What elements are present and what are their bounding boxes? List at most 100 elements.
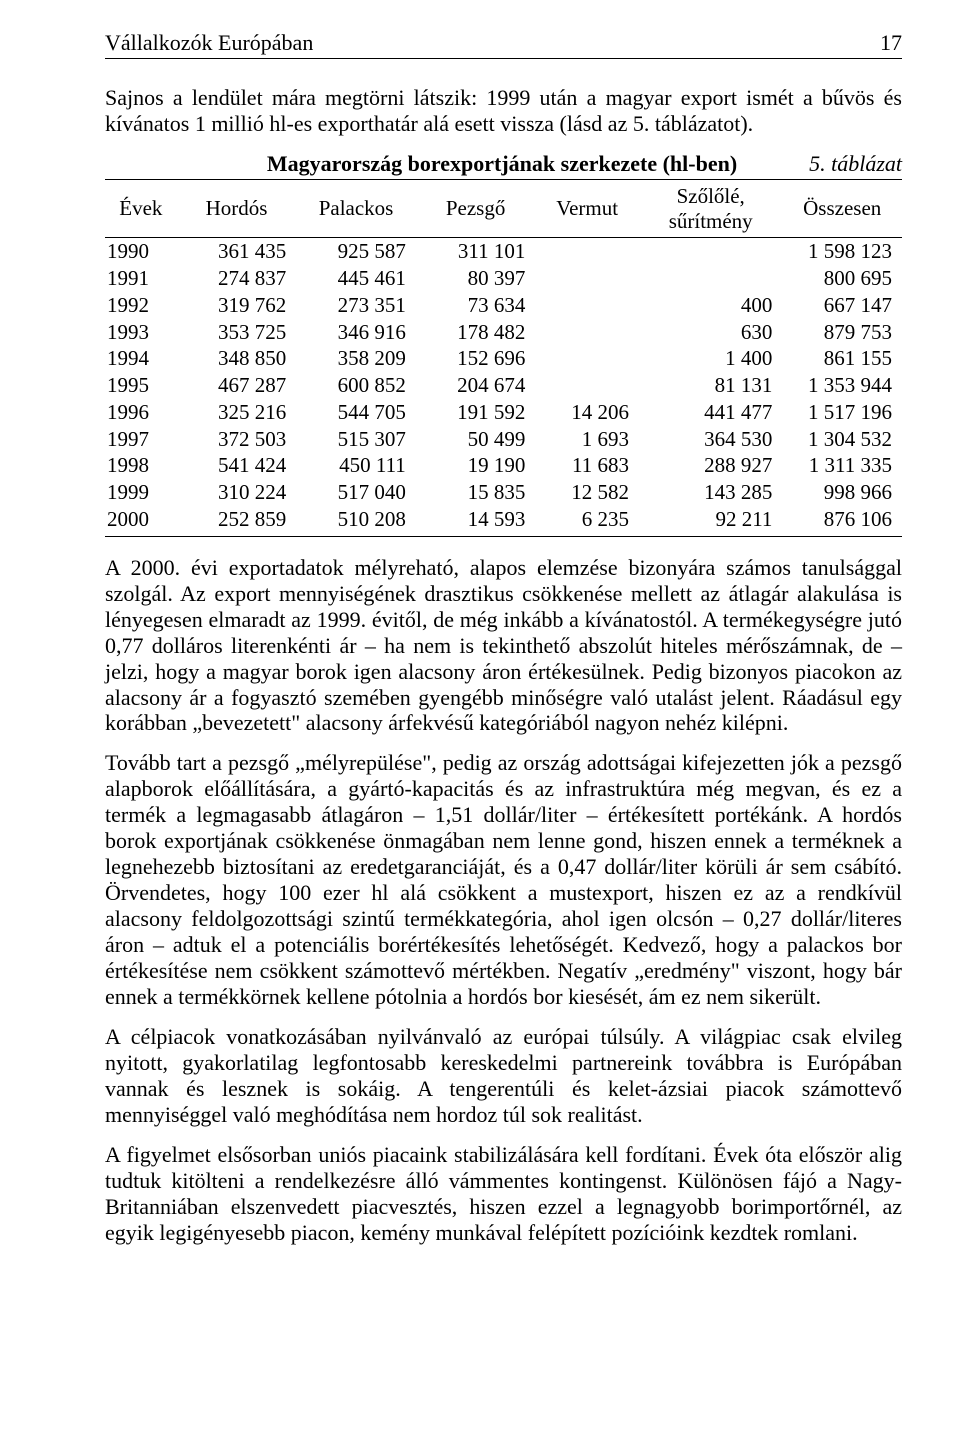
table-cell: 19 190 — [416, 452, 536, 479]
table-row: 1994348 850358 209152 696 1 400861 155 — [105, 345, 902, 372]
table-cell: 800 695 — [782, 265, 902, 292]
table-cell: 50 499 — [416, 426, 536, 453]
table-cell — [535, 345, 639, 372]
table-cell: 15 835 — [416, 479, 536, 506]
table-cell: 861 155 — [782, 345, 902, 372]
table-cell: 1 693 — [535, 426, 639, 453]
col-szolole: Szőlőlé, sűrítmény — [639, 179, 782, 238]
table-header-row: Évek Hordós Palackos Pezsgő Vermut Szőlő… — [105, 179, 902, 238]
table-cell: 12 582 — [535, 479, 639, 506]
table-cell: 372 503 — [177, 426, 297, 453]
table-cell: 81 131 — [639, 372, 782, 399]
table-caption: Magyarország borexportjának szerkezete (… — [195, 151, 809, 177]
table-cell: 358 209 — [296, 345, 416, 372]
export-table: Évek Hordós Palackos Pezsgő Vermut Szőlő… — [105, 179, 902, 537]
table-cell: 2000 — [105, 506, 177, 536]
table-cell: 310 224 — [177, 479, 297, 506]
table-row: 1991274 837445 46180 397800 695 — [105, 265, 902, 292]
table-row: 1999310 224517 04015 83512 582143 285998… — [105, 479, 902, 506]
table-cell: 879 753 — [782, 319, 902, 346]
table-cell: 1 304 532 — [782, 426, 902, 453]
table-cell — [535, 238, 639, 265]
table-cell: 152 696 — [416, 345, 536, 372]
table-cell — [535, 292, 639, 319]
table-cell: 311 101 — [416, 238, 536, 265]
table-cell: 630 — [639, 319, 782, 346]
table-cell: 400 — [639, 292, 782, 319]
intro-paragraph: Sajnos a lendület mára megtörni látszik:… — [105, 85, 902, 137]
body-paragraph-3: A célpiacok vonatkozásában nyilvánvaló a… — [105, 1024, 902, 1128]
table-row: 1995467 287600 852204 674 81 1311 353 944 — [105, 372, 902, 399]
table-cell: 1992 — [105, 292, 177, 319]
table-cell: 191 592 — [416, 399, 536, 426]
table-cell — [535, 319, 639, 346]
table-cell: 1 598 123 — [782, 238, 902, 265]
table-cell: 544 705 — [296, 399, 416, 426]
table-cell: 143 285 — [639, 479, 782, 506]
col-osszesen: Összesen — [782, 179, 902, 238]
table-cell: 515 307 — [296, 426, 416, 453]
table-cell: 667 147 — [782, 292, 902, 319]
table-cell: 346 916 — [296, 319, 416, 346]
table-cell: 325 216 — [177, 399, 297, 426]
table-cell: 1993 — [105, 319, 177, 346]
table-cell: 1 311 335 — [782, 452, 902, 479]
table-cell: 364 530 — [639, 426, 782, 453]
col-palackos: Palackos — [296, 179, 416, 238]
table-cell: 925 587 — [296, 238, 416, 265]
table-row: 1997372 503515 30750 4991 693364 5301 30… — [105, 426, 902, 453]
table-cell: 1991 — [105, 265, 177, 292]
col-evek: Évek — [105, 179, 177, 238]
table-cell: 288 927 — [639, 452, 782, 479]
table-cell: 998 966 — [782, 479, 902, 506]
table-cell: 1996 — [105, 399, 177, 426]
table-cell: 467 287 — [177, 372, 297, 399]
table-row: 1990361 435925 587311 101 1 598 123 — [105, 238, 902, 265]
table-cell — [639, 265, 782, 292]
table-cell — [535, 372, 639, 399]
table-cell: 1994 — [105, 345, 177, 372]
table-cell: 600 852 — [296, 372, 416, 399]
table-row: 2000252 859510 20814 5936 23592 211876 1… — [105, 506, 902, 536]
col-vermut: Vermut — [535, 179, 639, 238]
table-row: 1993353 725346 916178 482 630879 753 — [105, 319, 902, 346]
col-hordos: Hordós — [177, 179, 297, 238]
table-cell: 73 634 — [416, 292, 536, 319]
table-cell: 450 111 — [296, 452, 416, 479]
body-paragraph-4: A figyelmet elsősorban uniós piacaink st… — [105, 1142, 902, 1246]
table-cell: 510 208 — [296, 506, 416, 536]
table-number: 5. táblázat — [809, 151, 902, 177]
body-paragraph-2: Tovább tart a pezsgő „mélyrepülése", ped… — [105, 750, 902, 1010]
table-cell: 319 762 — [177, 292, 297, 319]
table-cell: 348 850 — [177, 345, 297, 372]
table-cell: 178 482 — [416, 319, 536, 346]
running-head: Vállalkozók Európában 17 — [105, 30, 902, 56]
table-cell: 6 235 — [535, 506, 639, 536]
table-cell — [639, 238, 782, 265]
runhead-page-number: 17 — [880, 30, 902, 56]
table-cell: 1998 — [105, 452, 177, 479]
table-cell: 80 397 — [416, 265, 536, 292]
runhead-title: Vállalkozók Európában — [105, 30, 313, 56]
table-cell: 353 725 — [177, 319, 297, 346]
table-cell: 1999 — [105, 479, 177, 506]
table-cell: 1 353 944 — [782, 372, 902, 399]
table-row: 1992319 762273 35173 634400667 147 — [105, 292, 902, 319]
table-cell: 1997 — [105, 426, 177, 453]
table-row: 1998541 424450 11119 19011 683288 9271 3… — [105, 452, 902, 479]
table-cell: 252 859 — [177, 506, 297, 536]
table-cell: 517 040 — [296, 479, 416, 506]
table-row: 1996325 216544 705191 59214 206441 4771 … — [105, 399, 902, 426]
table-cell: 1995 — [105, 372, 177, 399]
table-cell: 14 593 — [416, 506, 536, 536]
table-cell — [535, 265, 639, 292]
table-cell: 876 106 — [782, 506, 902, 536]
table-caption-row: Magyarország borexportjának szerkezete (… — [105, 151, 902, 177]
col-pezsgo: Pezsgő — [416, 179, 536, 238]
table-cell: 361 435 — [177, 238, 297, 265]
table-cell: 1 400 — [639, 345, 782, 372]
table-cell: 204 674 — [416, 372, 536, 399]
table-cell: 92 211 — [639, 506, 782, 536]
table-cell: 541 424 — [177, 452, 297, 479]
table-cell: 1990 — [105, 238, 177, 265]
